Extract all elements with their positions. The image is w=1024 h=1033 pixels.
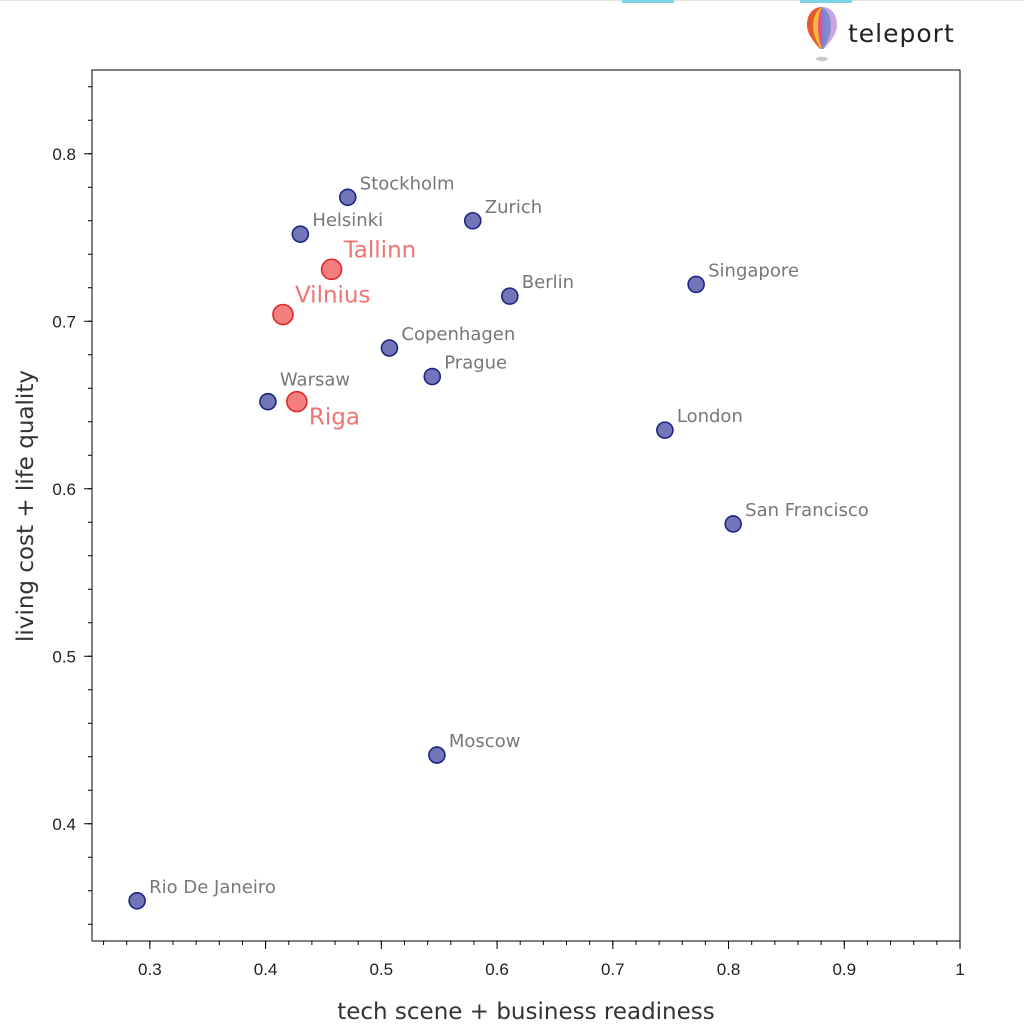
point-label-tallinn: Tallinn: [343, 237, 417, 263]
point-warsaw: [259, 392, 277, 411]
point-tallinn: [320, 258, 343, 281]
point-label-london: London: [677, 406, 743, 427]
point-label-prague: Prague: [444, 353, 507, 374]
point-label-moscow: Moscow: [449, 731, 521, 752]
point-label-singapore: Singapore: [708, 260, 799, 281]
point-riga: [286, 390, 308, 413]
teleport-logo: teleport: [802, 5, 1002, 63]
y-tick-label: 0.7: [52, 312, 76, 331]
point-rio-de-janeiro: [128, 891, 146, 910]
hot-air-balloon-icon: [806, 7, 838, 62]
point-san-francisco: [724, 515, 742, 533]
point-moscow: [428, 746, 446, 764]
x-tick-label: 0.9: [832, 960, 856, 979]
axes: 0.3 0.4 0.5 0.6 0.7 0.8 0.9 1 0.4 0.5 0.6 0.7 0.8: [52, 69, 965, 979]
point-label-copenhagen: Copenhagen: [401, 324, 515, 345]
y-axis-title: living cost + life quality: [13, 370, 39, 642]
y-tick-label: 0.5: [52, 647, 76, 666]
point-label-rio-de-janeiro: Rio De Janeiro: [149, 877, 276, 898]
x-tick-label: 0.7: [601, 960, 625, 979]
point-label-berlin: Berlin: [522, 272, 574, 293]
data-points: Stockholm Zurich Helsinki Tallinn Singapore B…: [128, 173, 869, 910]
y-tick-label: 0.4: [52, 815, 76, 834]
x-tick-label: 0.4: [254, 960, 278, 979]
y-tick-label: 0.8: [52, 145, 76, 164]
point-singapore: [687, 275, 705, 294]
point-label-warsaw: Warsaw: [280, 370, 350, 391]
x-tick-label: 0.8: [717, 960, 741, 979]
x-tick-label: 0.5: [370, 960, 394, 979]
x-tick-label: 0.6: [485, 960, 509, 979]
point-prague: [423, 367, 442, 386]
point-helsinki: [291, 225, 310, 243]
x-tick-label: 0.3: [138, 960, 162, 979]
tab-indicator: [622, 0, 674, 3]
x-axis-title: tech scene + business readiness: [337, 999, 715, 1025]
plot-frame: [91, 69, 961, 942]
point-label-riga: Riga: [309, 405, 360, 431]
point-zurich: [463, 211, 482, 230]
point-label-san-francisco: San Francisco: [745, 500, 869, 521]
y-tick-label: 0.6: [52, 480, 76, 499]
point-label-stockholm: Stockholm: [360, 173, 455, 194]
point-label-zurich: Zurich: [485, 197, 542, 218]
point-copenhagen: [380, 339, 399, 357]
point-berlin: [500, 287, 519, 305]
x-tick-label: 1: [955, 960, 964, 979]
point-label-helsinki: Helsinki: [312, 210, 383, 231]
point-stockholm: [338, 188, 357, 207]
top-divider: [0, 0, 1024, 1]
point-vilnius: [272, 303, 294, 326]
tab-indicator: [800, 0, 852, 3]
logo-text: teleport: [848, 19, 955, 48]
point-london: [656, 421, 674, 439]
point-label-vilnius: Vilnius: [295, 283, 371, 309]
